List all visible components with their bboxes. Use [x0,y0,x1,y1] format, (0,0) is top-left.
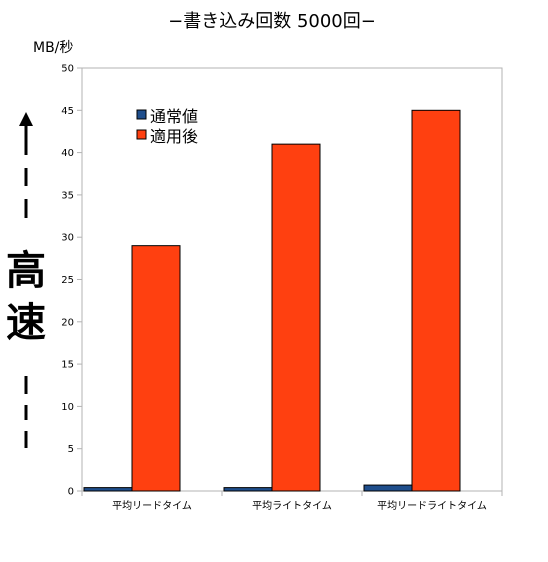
x-axis: 平均リードタイム 平均ライトタイム 平均リードライトタイム [81,490,503,512]
legend-swatch [136,109,147,120]
legend-swatch [136,129,147,140]
bar-applied-3 [411,109,461,492]
speed-arrow-icon [19,112,33,218]
bar-normal-2 [223,487,273,492]
y-tick-label: 20 [61,317,74,328]
y-tick-label: 45 [61,106,74,117]
y-axis: 0 5 10 15 20 25 30 35 40 45 50 [61,64,83,498]
y-axis-unit-label: MB/秒 [33,40,73,56]
speed-label-char-1: 高 [6,248,46,294]
speed-label-char-2: 速 [6,300,46,346]
x-category-label: 平均ライトタイム [252,500,332,512]
x-category-label: 平均リードライトタイム [377,500,487,512]
y-tick-label: 15 [61,360,74,371]
y-tick-label: 35 [61,190,74,201]
bars-group [83,109,461,492]
y-tick-label: 0 [68,487,74,498]
x-category-label: 平均リードタイム [112,500,192,512]
legend-label: 通常値 [150,107,198,126]
y-tick-label: 40 [61,148,74,159]
chart-title: −書き込み回数 5000回− [168,11,376,32]
y-tick-label: 50 [61,64,74,75]
bar-applied-2 [271,143,321,492]
bar-normal-3 [363,484,413,492]
bar-applied-1 [131,245,181,492]
bar-normal-1 [83,487,133,492]
y-tick-label: 5 [68,444,74,455]
legend-label: 適用後 [150,127,198,146]
y-tick-label: 10 [61,402,74,413]
y-tick-label: 25 [61,275,74,286]
y-tick-label: 30 [61,233,74,244]
